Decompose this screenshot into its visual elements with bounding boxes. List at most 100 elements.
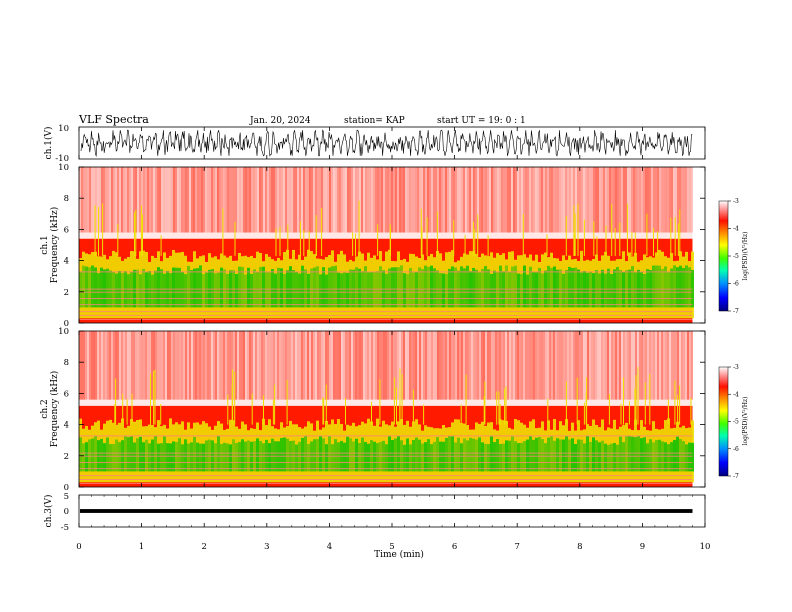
panel-ch1-waveform: 10 -10 ch.1(V): [43, 124, 706, 164]
spectrogram-column: [505, 265, 508, 308]
spectrogram-column: [79, 167, 81, 233]
spectrogram-burst: [608, 393, 610, 425]
spectrogram-column: [124, 436, 127, 472]
spectrogram-column: [171, 167, 173, 233]
spectrogram-column: [208, 269, 211, 308]
spectrogram-column: [429, 167, 431, 233]
spectrogram-column: [127, 331, 129, 400]
spectrogram-column: [349, 269, 352, 308]
spectrogram-column: [477, 331, 479, 400]
spectrogram-column: [587, 331, 589, 400]
spectrogram-column: [101, 167, 103, 233]
spectrogram-column: [417, 331, 419, 400]
spectrogram-column: [385, 331, 387, 400]
spectrogram-column: [520, 273, 523, 308]
spectrogram-burst: [484, 381, 486, 425]
spectrogram-column: [625, 167, 627, 233]
spectrogram-column: [555, 331, 557, 400]
spectrogram-column: [403, 273, 406, 308]
spectrogram-column: [597, 167, 599, 233]
spectrogram-column: [283, 331, 285, 400]
station-label: station= KAP: [344, 116, 405, 126]
spectrogram-column: [203, 331, 205, 400]
spectrogram-column: [447, 167, 449, 233]
spectrogram-column: [133, 167, 135, 233]
spectrogram-burst: [631, 231, 633, 256]
spectrogram-column: [517, 443, 520, 472]
spectrogram-burst: [358, 200, 360, 256]
spectrogram-column: [550, 436, 553, 472]
spectrogram-column: [323, 331, 325, 400]
spectrogram-column: [430, 444, 433, 472]
ch2-spectrogram-image: [79, 331, 705, 487]
spectrogram-column: [184, 439, 187, 472]
spectrogram-column: [413, 167, 415, 233]
spectrogram-column: [478, 437, 481, 472]
spectrogram-column: [169, 167, 171, 233]
spectrogram-column: [645, 331, 647, 400]
spectrogram-column: [580, 272, 583, 308]
spectrogram-column: [310, 268, 313, 308]
spectrogram-column: [208, 439, 211, 472]
spectrogram-column: [331, 331, 333, 400]
spectrogram-burst: [263, 395, 264, 425]
spectrogram-column: [610, 443, 613, 472]
spectrogram-column: [561, 331, 563, 400]
spectrogram-column: [671, 331, 673, 400]
spectrogram-line: [79, 304, 693, 306]
spectrogram-column: [663, 167, 665, 233]
spectrogram-column: [669, 331, 671, 400]
spectrogram-burst: [98, 207, 99, 256]
spectrogram-column: [364, 441, 367, 472]
spectrogram-column: [358, 268, 361, 308]
spectrogram-column: [569, 331, 571, 400]
spectrogram-column: [195, 167, 197, 233]
spectrogram-column: [79, 331, 81, 400]
spectrogram-column: [409, 444, 412, 472]
spectrogram-column: [527, 167, 529, 233]
spectrogram-column: [485, 167, 487, 233]
spectrogram-column: [106, 268, 109, 308]
spectrogram-burst: [117, 223, 119, 256]
spectrogram-column: [217, 435, 220, 472]
spectrogram-column: [133, 331, 135, 400]
spectrogram-column: [343, 442, 346, 472]
spectrogram-column: [533, 331, 535, 400]
spectrogram-column: [259, 331, 261, 400]
spectrogram-burst: [421, 227, 423, 256]
spectrogram-column: [389, 167, 391, 233]
spectrogram-column: [543, 331, 545, 400]
spectrogram-column: [661, 268, 664, 308]
spectrogram-column: [232, 420, 235, 483]
spectrogram-column: [103, 167, 105, 233]
spectrogram-column: [421, 331, 423, 400]
spectrogram-column: [541, 331, 543, 400]
spectrogram-column: [197, 331, 199, 400]
spectrogram-column: [562, 273, 565, 308]
spectrogram-burst: [134, 212, 135, 256]
xtick-label: 0: [76, 542, 81, 552]
spectrogram-burst: [679, 209, 681, 256]
spectrogram-column: [589, 331, 591, 400]
spectrogram-column: [520, 442, 523, 472]
spectrogram-column: [307, 167, 309, 233]
spectrogram-column: [430, 265, 433, 308]
spectrogram-column: [337, 272, 340, 308]
spectrogram-column: [508, 271, 511, 308]
spectrogram-column: [255, 331, 257, 400]
spectrogram-column: [235, 442, 238, 472]
spectrogram-column: [169, 331, 171, 400]
spectrogram-column: [601, 269, 604, 308]
spectrogram-column: [448, 435, 451, 472]
spectrogram-burst: [308, 231, 310, 256]
spectrogram-column: [604, 273, 607, 308]
spectrogram-column: [159, 331, 161, 400]
spectrogram-column: [418, 439, 421, 472]
spectrogram-column: [293, 167, 295, 233]
spectrogram-column: [331, 266, 334, 308]
spectrogram-column: [245, 331, 247, 400]
spectrogram-column: [673, 331, 675, 400]
spectrogram-column: [604, 443, 607, 472]
spectrogram-column: [217, 331, 219, 400]
spectrogram-column: [605, 331, 607, 400]
